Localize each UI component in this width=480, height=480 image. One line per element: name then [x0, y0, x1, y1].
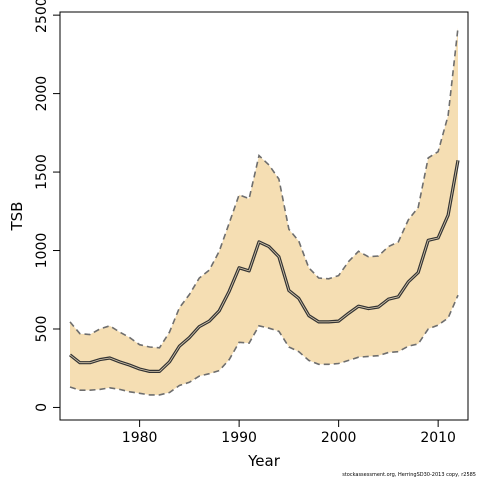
estimate-point: [437, 237, 439, 239]
estimate-point: [377, 306, 379, 308]
estimate-point: [188, 336, 190, 338]
x-axis-label: Year: [247, 452, 281, 470]
estimate-point: [248, 270, 250, 272]
estimate-point: [347, 312, 349, 314]
estimate-point: [79, 362, 81, 364]
estimate-point: [357, 305, 359, 307]
estimate-point: [228, 290, 230, 292]
y-tick-label: 1000: [34, 233, 50, 269]
footnote: stockassessment.org, HerringSD30-2013 co…: [342, 472, 476, 478]
upper-bound-line: [69, 27, 459, 349]
estimate-point: [178, 345, 180, 347]
estimate-point: [89, 362, 91, 364]
estimate-point: [288, 289, 290, 291]
confidence-band: [70, 27, 458, 395]
estimate-point: [457, 159, 459, 161]
estimate-point: [337, 320, 339, 322]
estimate-point: [447, 214, 449, 216]
plot-frame: [59, 11, 469, 421]
estimate-point: [158, 370, 160, 372]
y-tick-label: 0: [34, 403, 50, 412]
estimate-point: [298, 297, 300, 299]
estimate-point: [387, 298, 389, 300]
x-tick-label: 1990: [221, 430, 257, 446]
x-tick-label: 2000: [321, 430, 357, 446]
estimate-point: [109, 357, 111, 359]
estimate-point: [367, 307, 369, 309]
estimate-point: [417, 271, 419, 273]
estimate-point: [168, 361, 170, 363]
plot-area: [69, 27, 460, 396]
estimate-point: [208, 320, 210, 322]
estimate-point: [99, 358, 101, 360]
estimate-point: [328, 321, 330, 323]
estimate-point: [129, 364, 131, 366]
estimate-point: [427, 239, 429, 241]
x-tick-label: 2010: [420, 430, 456, 446]
estimate-point: [238, 267, 240, 269]
estimate-point: [119, 361, 121, 363]
y-axis-label: TSB: [8, 202, 26, 232]
estimate-point: [138, 368, 140, 370]
estimate-line-highlight: [69, 160, 459, 372]
lower-bound-line: [69, 294, 459, 396]
axes: 1980 1990 2000 2010 0 500 1000 1500 2000 2500: [34, 0, 456, 446]
estimate-point: [278, 256, 280, 258]
estimate-point: [397, 296, 399, 298]
y-tick-label: 2000: [34, 76, 50, 112]
estimate-point: [308, 314, 310, 316]
y-tick-label: 2500: [34, 0, 50, 33]
estimate-point: [148, 370, 150, 372]
x-tick-label: 1980: [122, 430, 158, 446]
estimate-point: [198, 325, 200, 327]
estimate-point: [268, 245, 270, 247]
estimate-point: [318, 321, 320, 323]
estimate-point: [218, 310, 220, 312]
estimate-point: [407, 281, 409, 283]
y-tick-label: 1500: [34, 154, 50, 190]
y-tick-label: 500: [34, 316, 50, 343]
estimate-point: [258, 241, 260, 243]
estimate-point: [69, 354, 71, 356]
